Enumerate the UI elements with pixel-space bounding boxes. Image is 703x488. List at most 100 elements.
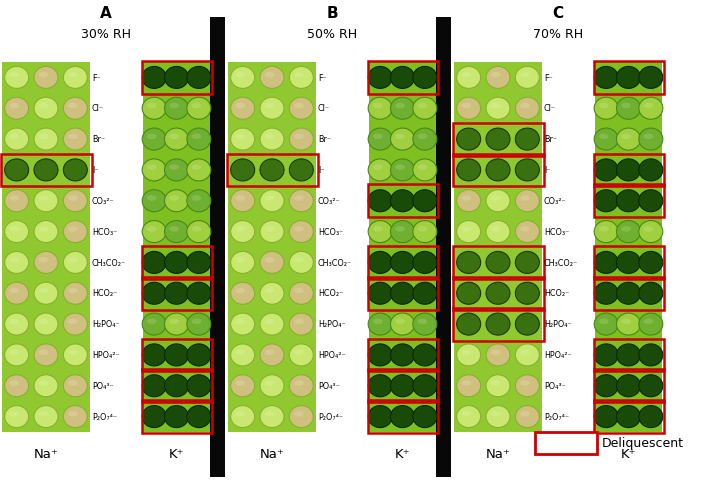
Ellipse shape [169, 134, 179, 139]
Ellipse shape [260, 221, 284, 243]
Bar [593, 61, 664, 94]
Bar [316, 57, 368, 437]
Ellipse shape [368, 159, 392, 181]
Ellipse shape [231, 344, 254, 366]
Ellipse shape [63, 97, 87, 119]
Ellipse shape [9, 195, 19, 201]
Ellipse shape [265, 226, 274, 232]
Ellipse shape [457, 406, 481, 427]
Ellipse shape [413, 251, 437, 273]
Ellipse shape [294, 349, 304, 355]
Ellipse shape [639, 97, 663, 119]
Ellipse shape [231, 97, 254, 119]
Ellipse shape [294, 319, 304, 324]
Ellipse shape [418, 319, 427, 324]
Ellipse shape [39, 134, 49, 139]
Text: PO₄³⁻: PO₄³⁻ [92, 382, 114, 391]
Ellipse shape [68, 319, 78, 324]
Ellipse shape [169, 195, 179, 201]
Ellipse shape [461, 349, 471, 355]
Ellipse shape [260, 159, 284, 181]
Ellipse shape [294, 134, 304, 139]
Ellipse shape [639, 251, 663, 273]
Bar [2, 62, 90, 432]
Ellipse shape [68, 349, 78, 355]
Ellipse shape [260, 97, 284, 119]
Ellipse shape [515, 221, 539, 243]
Ellipse shape [486, 221, 510, 243]
Ellipse shape [290, 97, 314, 119]
Text: CO₃²⁻: CO₃²⁻ [92, 197, 115, 206]
Ellipse shape [5, 221, 29, 243]
Ellipse shape [486, 313, 510, 335]
Ellipse shape [236, 226, 245, 232]
Ellipse shape [142, 313, 166, 335]
Ellipse shape [368, 282, 392, 304]
Ellipse shape [368, 66, 392, 88]
Bar [436, 17, 451, 477]
Ellipse shape [147, 103, 157, 108]
Ellipse shape [290, 66, 314, 88]
Text: Cl⁻: Cl⁻ [544, 104, 556, 113]
Bar [368, 400, 437, 433]
Ellipse shape [260, 375, 284, 397]
Ellipse shape [461, 195, 471, 201]
Bar [593, 400, 664, 433]
Ellipse shape [390, 282, 415, 304]
Ellipse shape [486, 159, 510, 181]
Ellipse shape [486, 406, 510, 427]
Bar [226, 154, 318, 186]
Text: CO₃²⁻: CO₃²⁻ [544, 197, 567, 206]
Ellipse shape [142, 375, 166, 397]
Ellipse shape [390, 251, 415, 273]
Bar [453, 154, 543, 186]
Ellipse shape [395, 134, 405, 139]
Ellipse shape [639, 190, 663, 212]
Text: Na⁺: Na⁺ [486, 448, 510, 462]
Ellipse shape [68, 226, 78, 232]
Bar [593, 339, 664, 371]
Text: PO₄³⁻: PO₄³⁻ [318, 382, 340, 391]
Bar [595, 62, 662, 432]
Ellipse shape [165, 406, 188, 427]
Ellipse shape [486, 66, 510, 88]
Ellipse shape [639, 406, 663, 427]
Ellipse shape [231, 375, 254, 397]
Ellipse shape [457, 190, 481, 212]
Ellipse shape [413, 344, 437, 366]
Ellipse shape [594, 97, 618, 119]
Ellipse shape [39, 226, 49, 232]
Ellipse shape [187, 344, 211, 366]
Text: Cl⁻: Cl⁻ [92, 104, 104, 113]
Ellipse shape [621, 134, 631, 139]
Ellipse shape [265, 134, 274, 139]
Bar [368, 277, 437, 310]
Ellipse shape [457, 128, 481, 150]
Ellipse shape [63, 282, 87, 304]
Ellipse shape [594, 282, 618, 304]
Ellipse shape [39, 380, 49, 386]
Ellipse shape [413, 128, 437, 150]
Text: P₂O₇⁴⁻: P₂O₇⁴⁻ [544, 413, 569, 422]
Ellipse shape [192, 164, 201, 170]
Ellipse shape [5, 251, 29, 273]
Ellipse shape [290, 159, 314, 181]
Ellipse shape [644, 319, 653, 324]
Ellipse shape [290, 406, 314, 427]
Text: 70% RH: 70% RH [533, 27, 583, 41]
Bar [368, 184, 437, 217]
Ellipse shape [63, 313, 87, 335]
Ellipse shape [594, 221, 618, 243]
Ellipse shape [617, 190, 640, 212]
Ellipse shape [187, 282, 211, 304]
Ellipse shape [5, 128, 29, 150]
Bar [141, 339, 212, 371]
Ellipse shape [34, 251, 58, 273]
Bar [368, 369, 437, 402]
Ellipse shape [192, 103, 201, 108]
Ellipse shape [39, 411, 49, 417]
Ellipse shape [192, 226, 201, 232]
Text: HCO₃⁻: HCO₃⁻ [92, 228, 117, 237]
Text: HPO₄²⁻: HPO₄²⁻ [544, 351, 572, 360]
Text: I⁻: I⁻ [92, 166, 98, 175]
